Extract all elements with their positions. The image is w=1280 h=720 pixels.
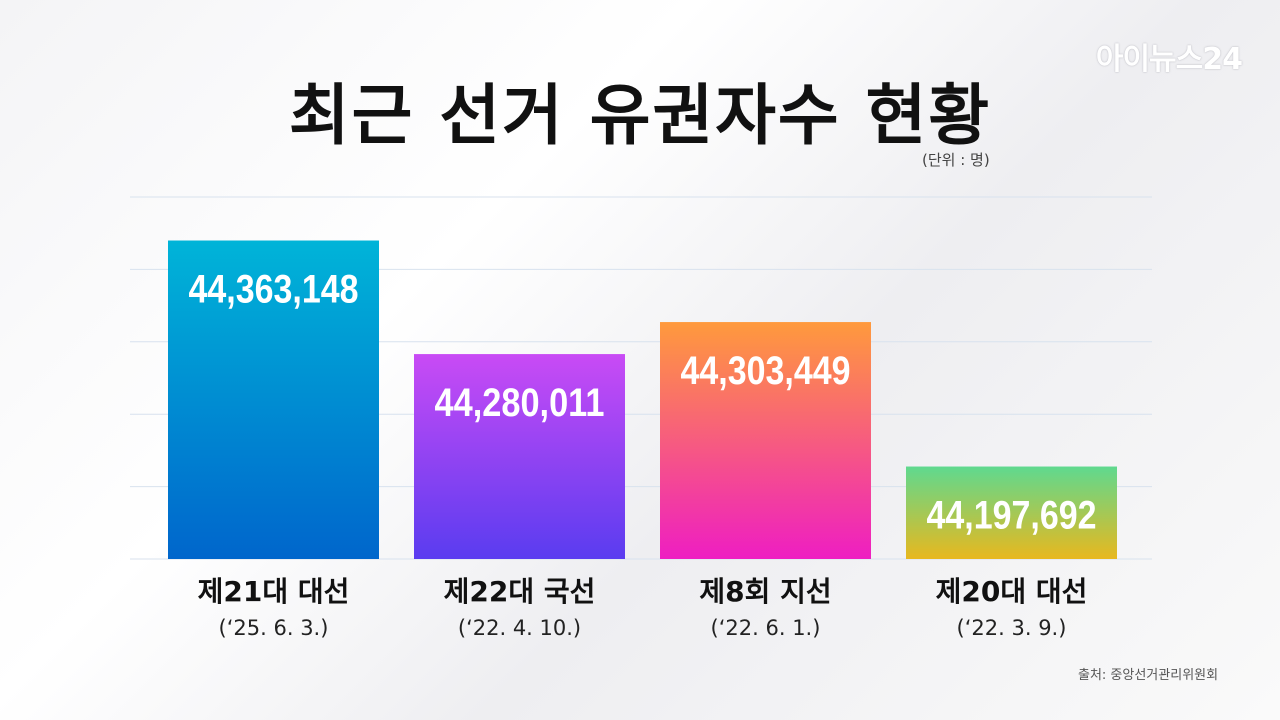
bars [168,240,1117,559]
bar-value-label: 44,363,148 [189,268,359,312]
category-label: 제20대 대선 [936,575,1088,608]
category-label: 제22대 국선 [444,575,596,608]
watermark-logo: 아이뉴스24 [1095,42,1243,77]
bar-2 [414,354,625,559]
bar-value-label: 44,280,011 [435,381,605,425]
category-date: (‘25. 6. 3.) [219,616,329,640]
bar-3 [660,322,871,559]
bar-1 [168,240,379,559]
unit-note: (단위 : 명) [922,151,990,169]
category-date: (‘22. 3. 9.) [957,616,1067,640]
chart-title: 최근 선거 유권자수 현황 [288,77,992,154]
bar-value-label: 44,197,692 [927,494,1097,538]
bar-value-label: 44,303,449 [681,349,851,393]
category-date: (‘22. 6. 1.) [711,616,821,640]
category-date: (‘22. 4. 10.) [458,616,581,640]
source-note: 출처: 중앙선거관리위원회 [1078,668,1219,683]
labels: 44,363,148 제21대 대선 (‘25. 6. 3.) 44,280,011 제… [189,268,1097,640]
bar-4 [906,466,1117,559]
category-label: 제8회 지선 [699,575,831,608]
category-label: 제21대 대선 [198,575,350,608]
